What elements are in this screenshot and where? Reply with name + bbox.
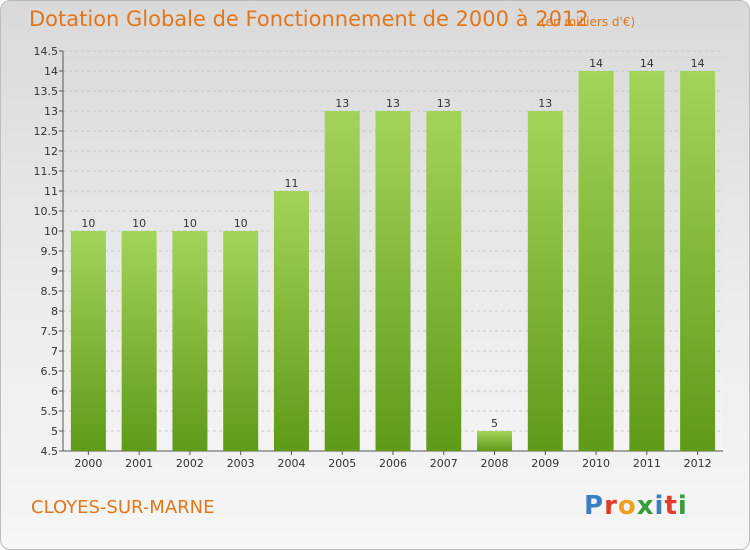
y-tick-label: 8: [51, 305, 58, 318]
y-tick-label: 8.5: [41, 285, 59, 298]
y-tick-label: 11.5: [34, 165, 59, 178]
y-tick-label: 5: [51, 425, 58, 438]
x-tick-label: 2007: [430, 457, 458, 470]
bar-value-label: 13: [437, 97, 451, 110]
bar: [324, 111, 360, 451]
logo-letter: x: [636, 491, 655, 521]
bar-value-label: 10: [132, 217, 146, 230]
y-tick-label: 14: [44, 65, 58, 78]
y-tick-label: 13.5: [34, 85, 59, 98]
bar: [477, 431, 513, 451]
y-tick-label: 14.5: [34, 45, 59, 58]
x-tick-label: 2000: [74, 457, 102, 470]
x-tick-label: 2001: [125, 457, 153, 470]
x-tick-label: 2002: [176, 457, 204, 470]
x-tick-label: 2008: [481, 457, 509, 470]
y-tick-label: 4.5: [41, 445, 59, 458]
bar-value-label: 13: [538, 97, 552, 110]
y-tick-label: 12.5: [34, 125, 59, 138]
x-tick-label: 2009: [531, 457, 559, 470]
logo-letter: i: [654, 491, 665, 521]
bar-value-label: 14: [691, 57, 705, 70]
y-tick-label: 6.5: [41, 365, 59, 378]
bar-value-label: 10: [183, 217, 197, 230]
bar-value-label: 5: [491, 417, 498, 430]
bar: [273, 191, 309, 451]
y-tick-label: 6: [51, 385, 58, 398]
y-tick-label: 9.5: [41, 245, 59, 258]
x-tick-label: 2011: [633, 457, 661, 470]
y-tick-label: 11: [44, 185, 58, 198]
y-tick-label: 7.5: [41, 325, 59, 338]
bar: [70, 231, 106, 451]
logo-letter: i: [677, 491, 688, 521]
y-tick-label: 9: [51, 265, 58, 278]
commune-name: CLOYES-SUR-MARNE: [31, 497, 215, 518]
logo-letter: o: [617, 491, 637, 521]
bar: [172, 231, 208, 451]
x-tick-label: 2005: [328, 457, 356, 470]
bar-value-label: 14: [589, 57, 603, 70]
bar-value-label: 10: [234, 217, 248, 230]
y-tick-label: 10: [44, 225, 58, 238]
x-tick-label: 2003: [227, 457, 255, 470]
bar: [121, 231, 157, 451]
bar: [223, 231, 259, 451]
chart-title: Dotation Globale de Fonctionnement de 20…: [29, 7, 589, 31]
bar-value-label: 10: [81, 217, 95, 230]
y-tick-label: 5.5: [41, 405, 59, 418]
y-tick-label: 7: [51, 345, 58, 358]
bar-value-label: 13: [335, 97, 349, 110]
x-tick-label: 2010: [582, 457, 610, 470]
bar: [375, 111, 411, 451]
bar: [578, 71, 614, 451]
y-tick-label: 12: [44, 145, 58, 158]
bar-value-label: 14: [640, 57, 654, 70]
bar-value-label: 11: [284, 177, 298, 190]
unit-note: (en milliers d'€): [541, 15, 636, 29]
bar: [680, 71, 716, 451]
bar-value-label: 13: [386, 97, 400, 110]
logo-letter: r: [604, 491, 618, 521]
bar: [629, 71, 665, 451]
y-tick-label: 13: [44, 105, 58, 118]
bar: [527, 111, 563, 451]
x-tick-label: 2006: [379, 457, 407, 470]
y-tick-label: 10.5: [34, 205, 59, 218]
x-tick-label: 2012: [684, 457, 712, 470]
x-tick-label: 2004: [277, 457, 305, 470]
logo-letter: t: [664, 491, 678, 521]
bar: [426, 111, 462, 451]
logo-letter: P: [584, 491, 605, 521]
proxiti-logo: Proxiti: [584, 491, 688, 521]
